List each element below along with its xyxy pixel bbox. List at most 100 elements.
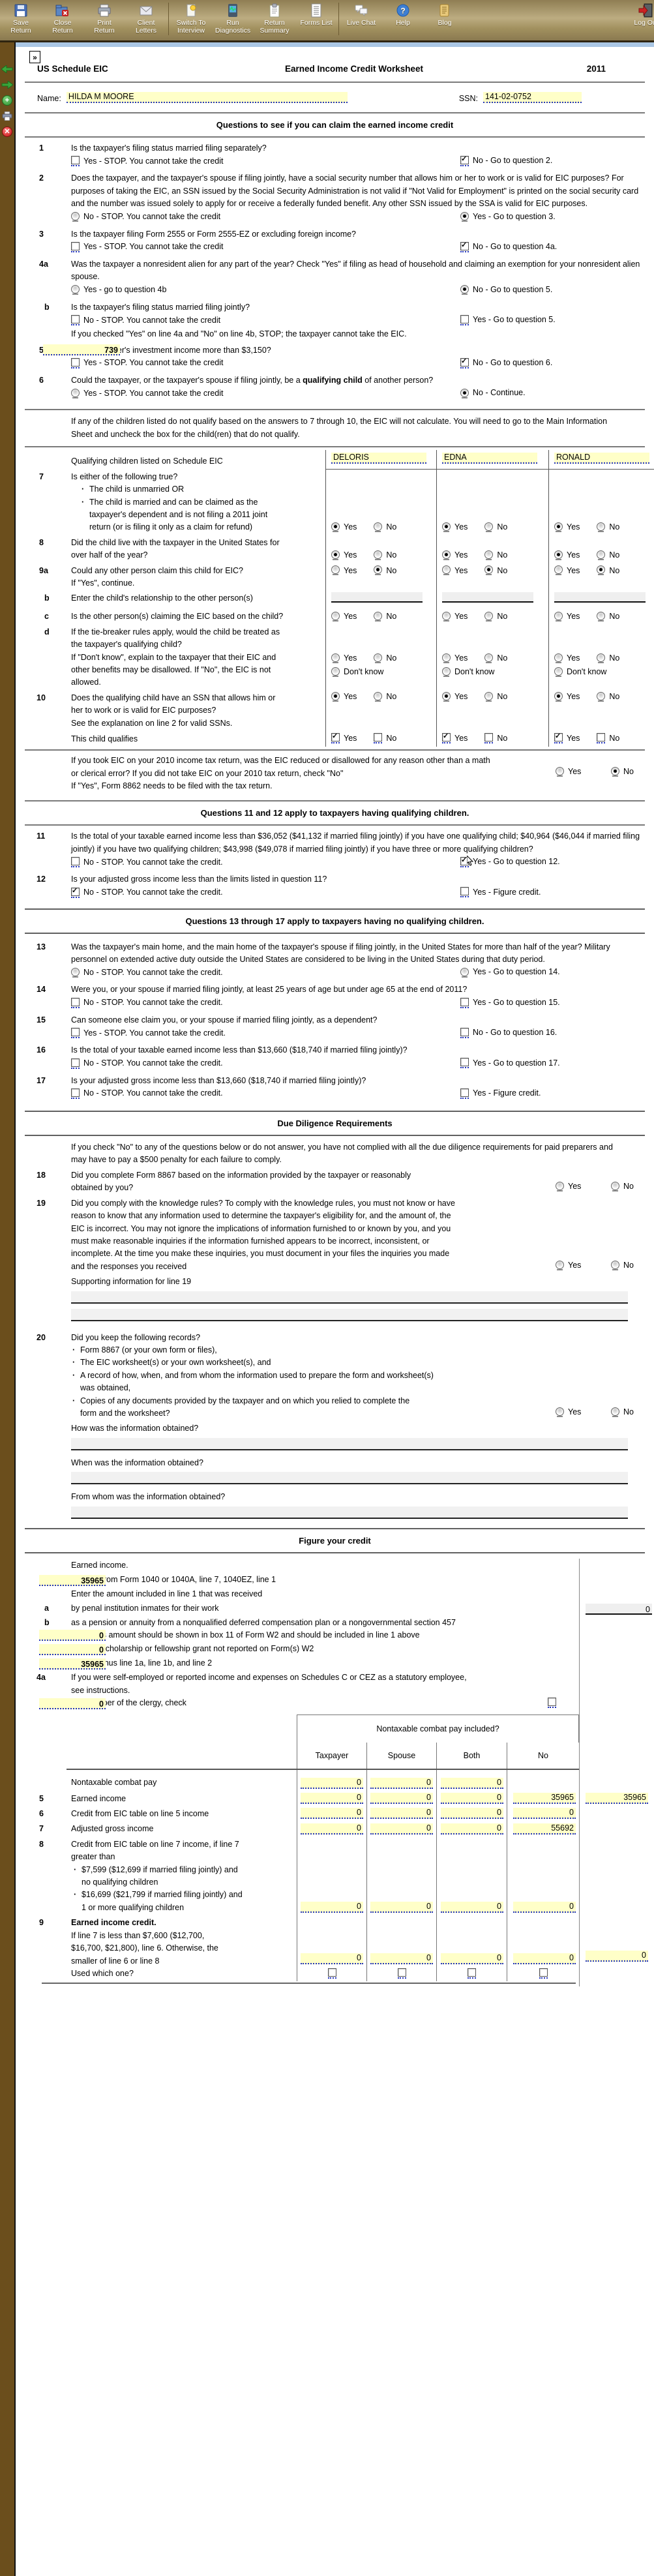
q9c-child3-yes[interactable]: Yes bbox=[554, 612, 580, 622]
line-7-spouse[interactable]: 0 bbox=[370, 1823, 433, 1835]
line-9-total[interactable]: 0 bbox=[586, 1951, 648, 1962]
q12-yes-option[interactable]: Yes - Figure credit. bbox=[460, 886, 541, 899]
eic2010-yes[interactable]: Yes bbox=[556, 766, 581, 778]
radio[interactable] bbox=[611, 1182, 619, 1190]
checkbox[interactable] bbox=[71, 1028, 80, 1036]
checkbox[interactable] bbox=[460, 1028, 469, 1036]
forms-list-button[interactable]: Forms List bbox=[295, 3, 337, 27]
q11-no-option[interactable]: No - STOP. You cannot take the credit. bbox=[71, 856, 223, 869]
checkbox[interactable] bbox=[71, 242, 80, 250]
q9c-child1-no[interactable]: No bbox=[374, 612, 396, 622]
when-obtained-line[interactable] bbox=[71, 1472, 628, 1484]
expand-toolbar-button[interactable]: » bbox=[29, 51, 40, 63]
q9c-child2-yes[interactable]: Yes bbox=[442, 612, 468, 622]
combat-pay-spouse[interactable]: 0 bbox=[370, 1778, 433, 1789]
qualifies-child2-yes[interactable]: Yes bbox=[442, 733, 468, 743]
checkbox[interactable] bbox=[71, 1058, 80, 1067]
q9d-child3-no[interactable]: No bbox=[597, 653, 619, 663]
radio[interactable] bbox=[71, 212, 80, 220]
radio[interactable] bbox=[71, 285, 80, 293]
q6-yes-option[interactable]: Yes - STOP. You cannot take the credit bbox=[71, 387, 224, 400]
q9d-child1-yes[interactable]: Yes bbox=[331, 653, 357, 663]
q4b-yes-option[interactable]: Yes - Go to question 5. bbox=[460, 314, 556, 326]
q9d-child2-yes[interactable]: Yes bbox=[442, 653, 468, 663]
how-obtained-line[interactable] bbox=[71, 1438, 628, 1450]
radio[interactable] bbox=[71, 968, 80, 976]
checkbox[interactable] bbox=[460, 1088, 469, 1097]
q3-no-option[interactable]: No - Go to question 4a. bbox=[460, 241, 557, 253]
line-5-taxpayer[interactable]: 0 bbox=[301, 1793, 363, 1804]
q10-child3-yes[interactable]: Yes bbox=[554, 692, 580, 702]
radio[interactable] bbox=[484, 692, 493, 700]
q10-child1-yes[interactable]: Yes bbox=[331, 692, 357, 702]
from-whom-obtained-line[interactable] bbox=[71, 1506, 628, 1519]
q2-no-option[interactable]: No - STOP. You cannot take the credit bbox=[71, 211, 220, 224]
q10-child3-no[interactable]: No bbox=[597, 692, 619, 702]
q8-child2-yes[interactable]: Yes bbox=[442, 550, 468, 560]
q9a-child1-no[interactable]: No bbox=[374, 565, 396, 575]
radio-checked[interactable] bbox=[331, 692, 340, 700]
q10-child2-no[interactable]: No bbox=[484, 692, 507, 702]
qualifies-child3-no[interactable]: No bbox=[597, 733, 619, 743]
line-6-both[interactable]: 0 bbox=[441, 1808, 503, 1819]
q19-no[interactable]: No bbox=[611, 1259, 634, 1272]
q13-yes-option[interactable]: Yes - Go to question 14. bbox=[460, 966, 560, 978]
radio-checked[interactable] bbox=[331, 550, 340, 559]
print-page-icon[interactable] bbox=[1, 111, 13, 121]
child-name-field[interactable]: EDNA bbox=[442, 453, 537, 464]
line-6-spouse[interactable]: 0 bbox=[370, 1808, 433, 1819]
line-5-no[interactable]: 35965 bbox=[513, 1793, 576, 1804]
line-8-no[interactable]: 0 bbox=[513, 1902, 576, 1913]
radio[interactable] bbox=[484, 653, 493, 662]
delete-form-icon[interactable]: ✕ bbox=[1, 127, 13, 137]
q5-no-option[interactable]: No - Go to question 6. bbox=[460, 357, 552, 369]
q12-no-option[interactable]: No - STOP. You cannot take the credit. bbox=[71, 886, 223, 899]
q1-no-option[interactable]: No - Go to question 2. bbox=[460, 155, 552, 167]
radio[interactable] bbox=[71, 389, 80, 397]
q4a-yes-option[interactable]: Yes - go to question 4b bbox=[71, 284, 166, 297]
radio[interactable] bbox=[597, 653, 605, 662]
q17-yes-option[interactable]: Yes - Figure credit. bbox=[460, 1087, 541, 1100]
checkbox-checked[interactable] bbox=[460, 156, 469, 164]
line-9-both[interactable]: 0 bbox=[441, 1953, 503, 1964]
radio[interactable] bbox=[374, 692, 382, 700]
line-2-value[interactable]: 0 bbox=[39, 1644, 106, 1655]
radio[interactable] bbox=[484, 522, 493, 531]
radio[interactable] bbox=[374, 522, 382, 531]
radio[interactable] bbox=[556, 1182, 564, 1190]
radio[interactable] bbox=[484, 550, 493, 559]
relationship-field[interactable] bbox=[331, 592, 423, 603]
q9d-child1-no[interactable]: No bbox=[374, 653, 396, 663]
q8-child2-no[interactable]: No bbox=[484, 550, 507, 560]
line-4a-value[interactable]: 0 bbox=[39, 1698, 106, 1709]
radio[interactable] bbox=[331, 653, 340, 662]
q10-child1-no[interactable]: No bbox=[374, 692, 396, 702]
qualifies-child1-yes[interactable]: Yes bbox=[331, 733, 357, 743]
radio[interactable] bbox=[597, 692, 605, 700]
q14-no-option[interactable]: No - STOP. You cannot take the credit. bbox=[71, 996, 223, 1010]
line-5-spouse[interactable]: 0 bbox=[370, 1793, 433, 1804]
supporting-info-line-1[interactable] bbox=[71, 1291, 628, 1304]
q3-yes-option[interactable]: Yes - STOP. You cannot take the credit bbox=[71, 241, 224, 254]
relationship-field[interactable] bbox=[442, 592, 533, 603]
q15-no-option[interactable]: No - Go to question 16. bbox=[460, 1026, 557, 1039]
line-1b-value[interactable]: 0 bbox=[39, 1630, 106, 1641]
radio[interactable] bbox=[597, 522, 605, 531]
help-button[interactable]: ? Help bbox=[382, 3, 424, 27]
q7-child3-no[interactable]: No bbox=[597, 522, 619, 532]
checkbox[interactable] bbox=[71, 358, 80, 367]
checkbox[interactable] bbox=[460, 315, 469, 323]
name-field[interactable]: HILDA M MOORE bbox=[67, 92, 348, 103]
radio-checked[interactable] bbox=[442, 692, 451, 700]
checkbox-checked[interactable] bbox=[554, 733, 563, 741]
q4a-no-option[interactable]: No - Go to question 5. bbox=[460, 284, 552, 296]
q9a-child3-yes[interactable]: Yes bbox=[554, 565, 580, 575]
radio-checked[interactable] bbox=[374, 565, 382, 574]
line-6-taxpayer[interactable]: 0 bbox=[301, 1808, 363, 1819]
q9d-child2-no[interactable]: No bbox=[484, 653, 507, 663]
q16-no-option[interactable]: No - STOP. You cannot take the credit. bbox=[71, 1057, 223, 1070]
q13-no-option[interactable]: No - STOP. You cannot take the credit. bbox=[71, 966, 223, 979]
checkbox-checked[interactable] bbox=[460, 242, 469, 250]
